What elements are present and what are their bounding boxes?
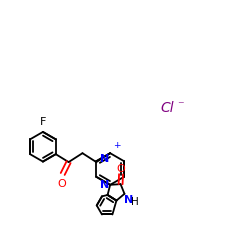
- Text: N: N: [100, 154, 109, 164]
- Text: H: H: [132, 197, 139, 207]
- Text: ⁻: ⁻: [178, 99, 184, 112]
- Text: +: +: [113, 141, 120, 150]
- Text: O: O: [117, 164, 126, 174]
- Text: N: N: [124, 195, 134, 205]
- Text: F: F: [40, 117, 46, 127]
- Text: Cl: Cl: [161, 101, 174, 115]
- Text: O: O: [57, 179, 66, 189]
- Text: N: N: [100, 180, 109, 190]
